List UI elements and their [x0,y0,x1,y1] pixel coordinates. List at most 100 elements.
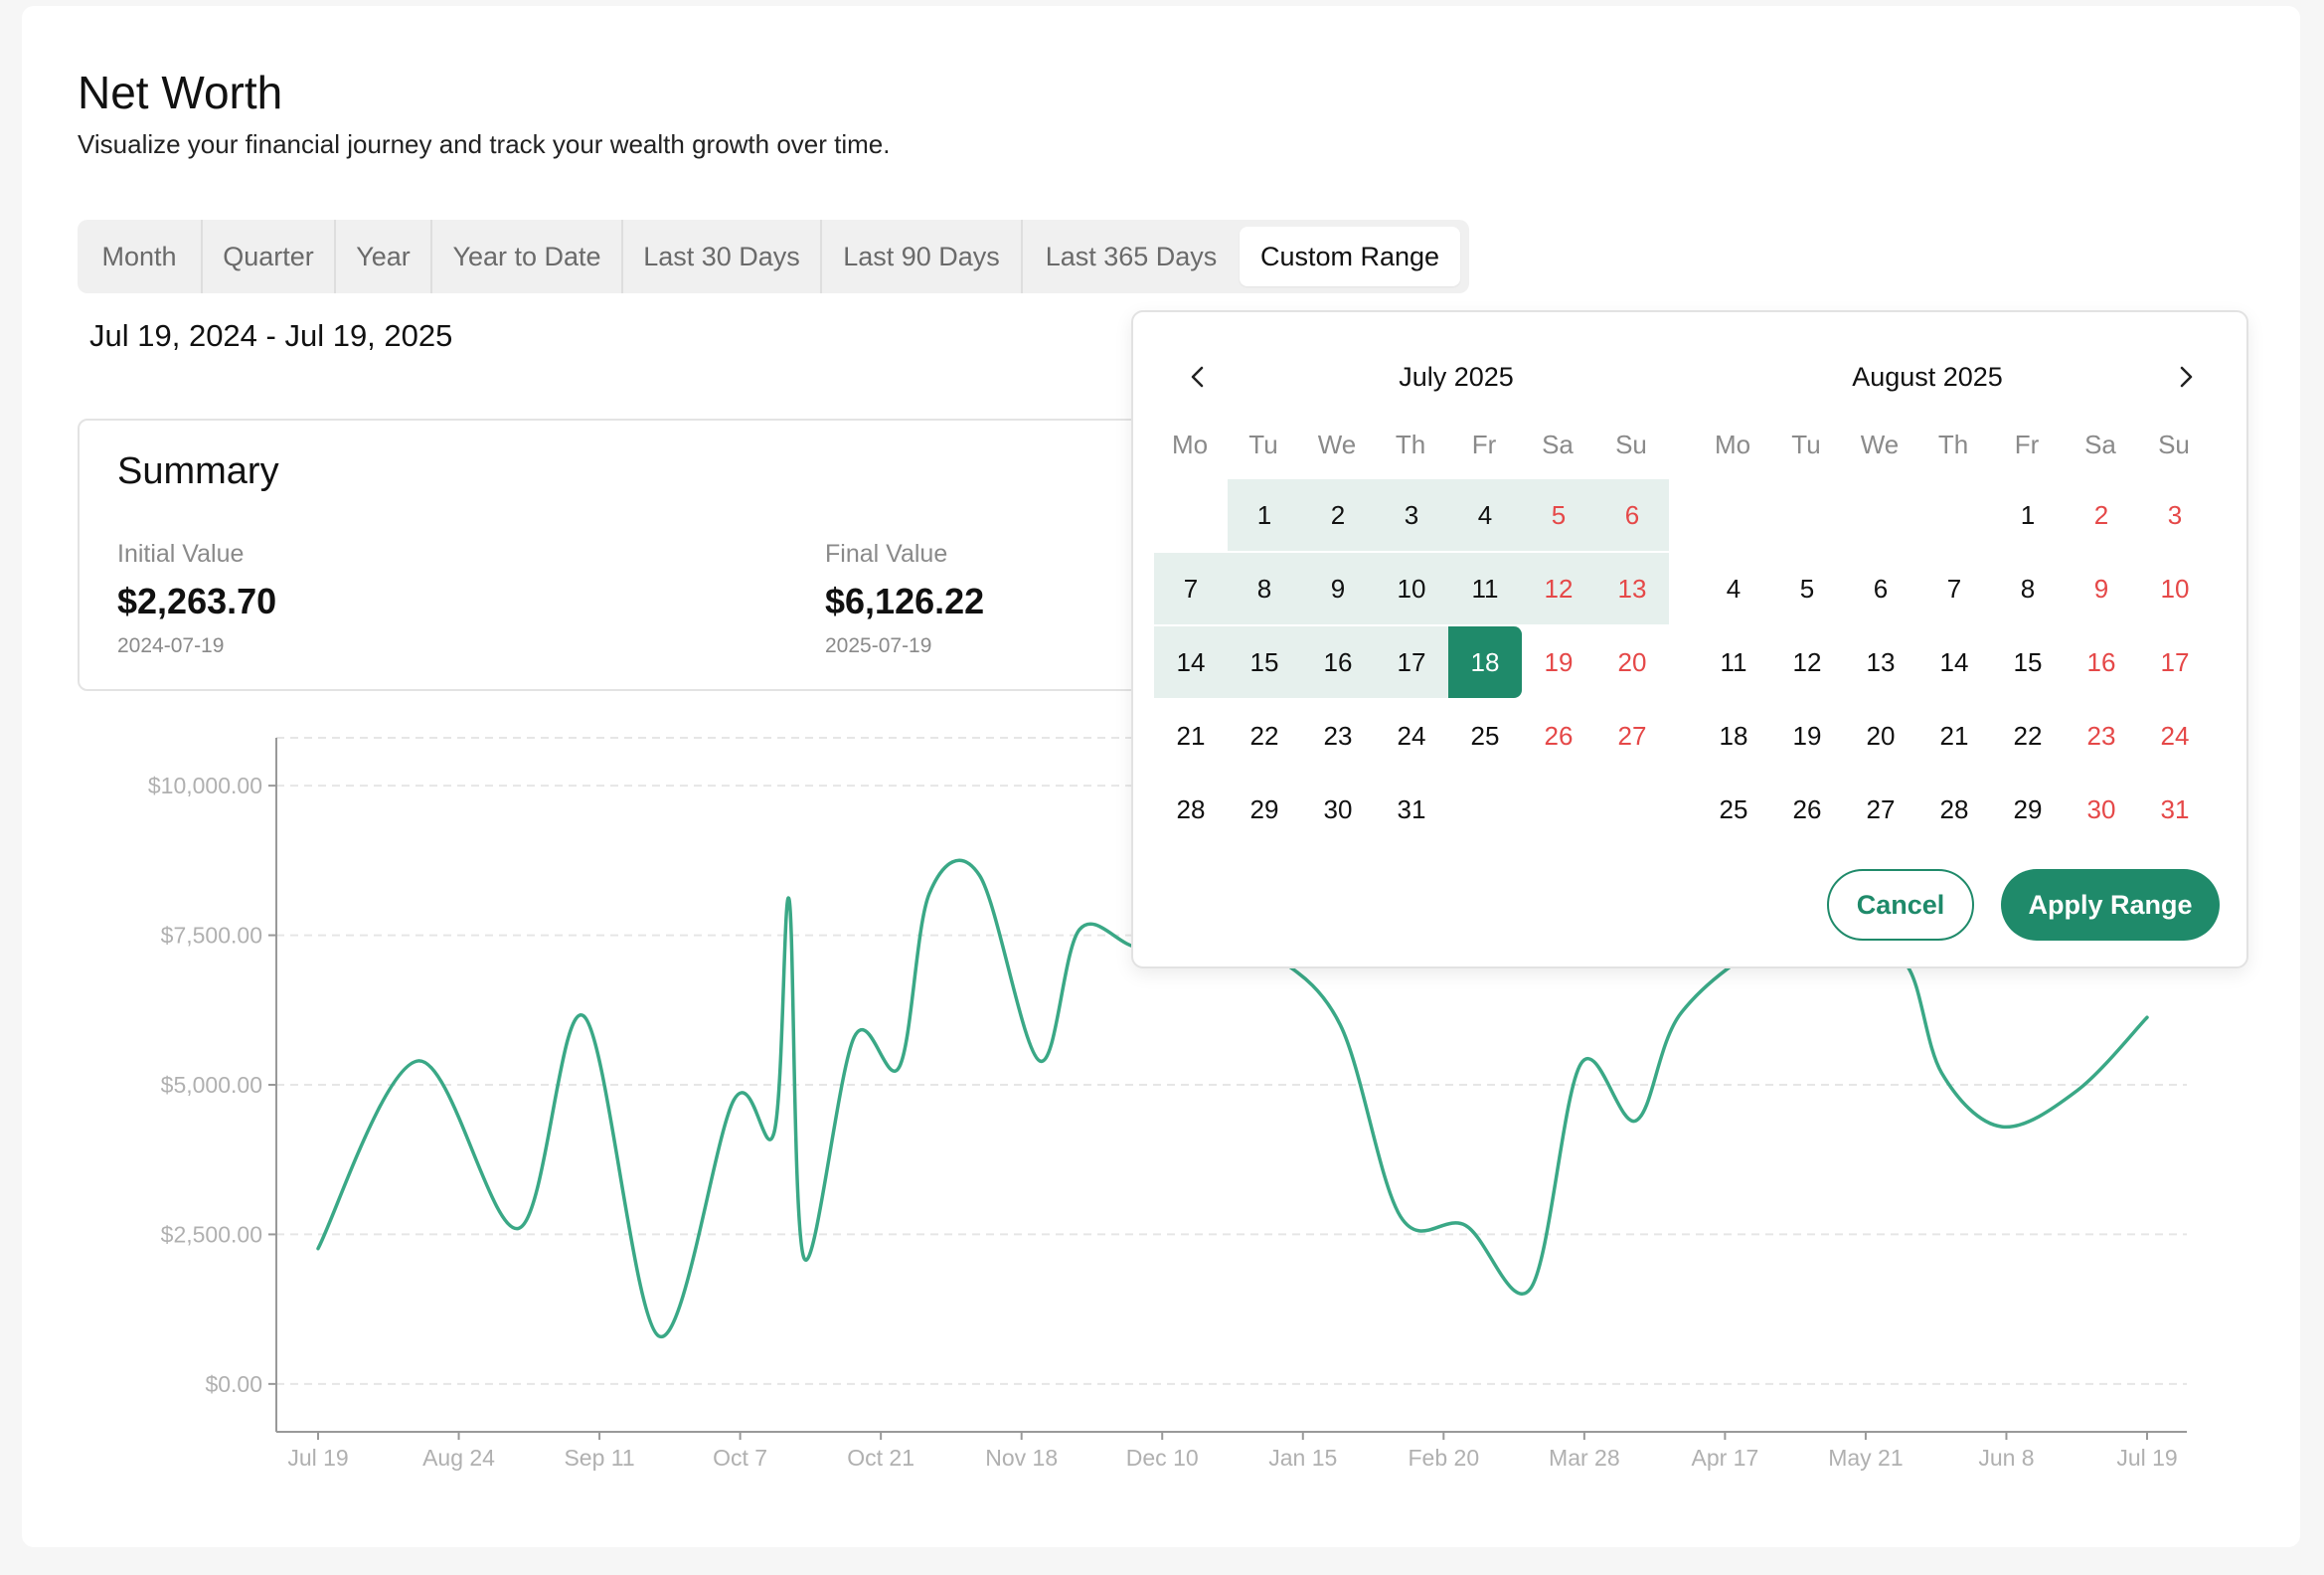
initial-value-date: 2024-07-19 [117,634,225,657]
calendar-day[interactable]: 3 [2167,499,2183,530]
calendar-day[interactable]: 6 [1595,479,1669,551]
calendar-day[interactable]: 14 [1154,626,1228,698]
calendar-day[interactable]: 31 [1397,793,1426,824]
tab-quarter[interactable]: Quarter [203,220,336,293]
chevron-left-icon[interactable] [1181,360,1215,394]
tab-year-to-date[interactable]: Year to Date [432,220,623,293]
calendar-day[interactable]: 17 [2160,646,2190,677]
cancel-button[interactable]: Cancel [1827,869,1974,941]
calendar-day[interactable]: 6 [1873,573,1889,604]
calendar-day[interactable]: 2 [2093,499,2109,530]
calendar-day[interactable]: 13 [1866,646,1896,677]
tab-last-30-days[interactable]: Last 30 Days [623,220,822,293]
calendar-day[interactable]: 9 [1301,553,1375,624]
tab-last-365-days[interactable]: Last 365 Days [1045,241,1218,271]
calendar-day[interactable]: 21 [1939,720,1969,751]
calendar-day[interactable]: 25 [1470,720,1500,751]
calendar-day[interactable]: 18 [1448,626,1522,698]
calendar-day[interactable]: 12 [1522,553,1595,624]
tab-custom-range[interactable]: Custom Range [1240,227,1460,286]
weekday-label: We [1317,430,1357,459]
calendar-day[interactable]: 20 [1866,720,1896,751]
summary-title: Summary [117,450,279,492]
weekday-label: We [1860,430,1900,459]
left-month-title: July 2025 [1399,362,1514,392]
calendar-day[interactable]: 11 [1720,646,1747,677]
calendar-day[interactable]: 29 [2013,793,2043,824]
calendar-day[interactable]: 16 [2086,646,2116,677]
calendar-day[interactable]: 1 [2020,499,2036,530]
calendar-day[interactable]: 16 [1301,626,1375,698]
weekday-label: Mo [1714,430,1751,459]
period-tabs: Month Quarter Year Year to Date Last 30 … [78,220,1469,293]
calendar-day[interactable]: 22 [1249,720,1279,751]
weekday-label: Sa [1542,430,1574,459]
calendar-day[interactable]: 29 [1249,793,1279,824]
calendar-day[interactable]: 19 [1792,720,1822,751]
calendar-day[interactable]: 11 [1448,553,1522,624]
calendar-day[interactable]: 15 [1228,626,1301,698]
calendar-day[interactable]: 26 [1792,793,1822,824]
calendar-day[interactable]: 8 [1228,553,1301,624]
calendar-day[interactable]: 18 [1719,720,1748,751]
x-tick-label: Aug 24 [422,1445,495,1471]
calendar-day[interactable]: 8 [2020,573,2036,604]
weekday-label: Su [1615,430,1647,459]
calendar-day[interactable]: 24 [2160,720,2190,751]
calendar-day[interactable]: 2 [1301,479,1375,551]
calendar-day[interactable]: 19 [1544,646,1574,677]
calendar-day[interactable]: 24 [1397,720,1426,751]
calendar-day[interactable]: 27 [1866,793,1896,824]
calendar-day[interactable]: 28 [1176,793,1206,824]
x-tick-label: Dec 10 [1126,1445,1199,1471]
weekday-label: Mo [1171,430,1209,459]
calendar-day[interactable]: 12 [1792,646,1822,677]
page-subtitle: Visualize your financial journey and tra… [78,129,891,159]
weekday-label: Th [1937,430,1969,459]
initial-value-amount: $2,263.70 [117,581,277,621]
weekday-label: Fr [2014,430,2040,459]
calendar-day[interactable]: 21 [1176,720,1206,751]
calendar-day[interactable]: 23 [1323,720,1353,751]
calendar-day[interactable]: 4 [1726,573,1742,604]
calendar-day[interactable]: 30 [1323,793,1353,824]
calendar-day[interactable]: 13 [1595,553,1669,624]
tab-month[interactable]: Month [78,220,203,293]
calendar-day[interactable]: 15 [2013,646,2043,677]
calendar-day[interactable]: 5 [1799,573,1815,604]
calendar-day[interactable]: 4 [1448,479,1522,551]
weekday-label: Tu [1248,430,1278,459]
calendar-day[interactable]: 10 [1375,553,1448,624]
calendar-day[interactable]: 17 [1375,626,1448,698]
calendar-day[interactable]: 9 [2093,573,2109,604]
x-tick-label: Nov 18 [985,1445,1058,1471]
weekday-label: Fr [1471,430,1497,459]
calendar-day[interactable]: 10 [2160,573,2190,604]
calendar-day[interactable]: 22 [2013,720,2043,751]
calendar-day[interactable]: 27 [1617,720,1647,751]
date-range-picker: July 2025 August 2025 Cancel Apply Range… [1131,310,2248,968]
calendar-day[interactable]: 5 [1522,479,1595,551]
final-value-label: Final Value [825,540,948,568]
calendar-day[interactable]: 7 [1946,573,1962,604]
calendar-day[interactable]: 20 [1617,646,1647,677]
calendar-day[interactable]: 23 [2086,720,2116,751]
calendar-day[interactable]: 25 [1719,793,1748,824]
calendar-day[interactable]: 26 [1544,720,1574,751]
final-value-amount: $6,126.22 [825,581,985,621]
calendar-day[interactable]: 14 [1939,646,1969,677]
x-tick-label: Jul 19 [287,1445,348,1471]
calendar-day[interactable]: 31 [2160,793,2190,824]
tab-last-90-days[interactable]: Last 90 Days [822,220,1023,293]
calendar-day[interactable]: 28 [1939,793,1969,824]
calendar-day[interactable]: 7 [1154,553,1228,624]
chevron-right-icon[interactable] [2169,360,2203,394]
x-tick-label: Jul 19 [2116,1445,2177,1471]
tab-year[interactable]: Year [336,220,432,293]
apply-range-button[interactable]: Apply Range [2001,869,2220,941]
calendar-day[interactable]: 1 [1228,479,1301,551]
selected-range-text: Jul 19, 2024 - Jul 19, 2025 [89,318,453,353]
calendar-day[interactable]: 3 [1375,479,1448,551]
calendar-day[interactable]: 30 [2086,793,2116,824]
x-tick-label: Mar 28 [1549,1445,1620,1471]
